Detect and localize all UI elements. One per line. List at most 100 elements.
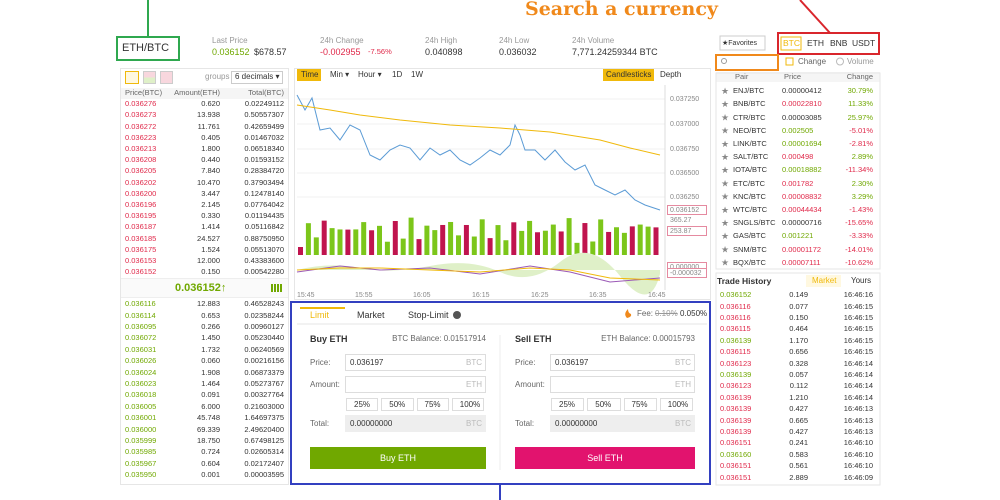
order-amount: 12.883 xyxy=(197,299,220,309)
volume-bar xyxy=(369,230,375,255)
percent-button[interactable] xyxy=(381,398,414,411)
field-label: Total: xyxy=(310,419,330,428)
percent-button[interactable] xyxy=(416,398,449,411)
percent-label[interactable]: 75% xyxy=(424,400,441,409)
help-icon xyxy=(453,311,461,319)
volume-bar xyxy=(629,226,635,255)
percent-button[interactable] xyxy=(587,398,621,411)
trade-amount: 0.427 xyxy=(789,427,808,437)
order-amount: 18.750 xyxy=(197,436,220,446)
submit-button[interactable] xyxy=(310,447,486,469)
chart-mode[interactable]: Depth xyxy=(660,70,682,79)
favorites-tab[interactable]: ★Favorites xyxy=(722,39,758,47)
decimals-box[interactable] xyxy=(231,71,283,84)
submit-label[interactable]: Buy ETH xyxy=(379,452,416,463)
chart-panel xyxy=(294,68,711,300)
chart-grid xyxy=(297,98,665,198)
volume-bar xyxy=(416,239,422,255)
volume-bar xyxy=(471,236,477,255)
percent-button[interactable] xyxy=(551,398,585,411)
sort-option[interactable]: Volume xyxy=(847,57,874,66)
percent-label[interactable]: 50% xyxy=(389,400,406,409)
order-price: 0.036072 xyxy=(125,333,157,343)
input-box[interactable] xyxy=(345,354,486,371)
percent-label[interactable]: 25% xyxy=(354,400,371,409)
star-icon[interactable]: ★ xyxy=(721,152,729,162)
star-icon[interactable]: ★ xyxy=(721,244,729,254)
submit-button[interactable] xyxy=(515,447,695,469)
order-price: 0.036000 xyxy=(125,424,157,434)
sort-option[interactable]: Change xyxy=(798,57,827,66)
quote-tab[interactable]: ETH xyxy=(807,37,824,48)
axis-label: 253.87 xyxy=(670,227,692,235)
input-box[interactable] xyxy=(550,354,695,371)
interval-tab[interactable]: 1D xyxy=(392,70,403,79)
trade-amount: 0.665 xyxy=(789,415,808,425)
star-icon[interactable]: ★ xyxy=(721,231,729,241)
order-amount: 2.145 xyxy=(201,200,220,210)
percent-label[interactable]: 100% xyxy=(667,400,689,409)
pair-name: ETH/BTC xyxy=(122,41,170,54)
pair-name: GAS/BTC xyxy=(733,231,766,241)
submit-label[interactable]: Sell ETH xyxy=(587,452,623,463)
star-icon[interactable]: ★ xyxy=(721,258,729,268)
star-icon[interactable]: ★ xyxy=(721,86,729,96)
balance: ETH Balance: 0.00015793 xyxy=(601,334,695,343)
ob-icon xyxy=(125,71,139,84)
percent-label[interactable]: 25% xyxy=(559,400,576,409)
percent-label[interactable]: 50% xyxy=(595,400,612,409)
percent-button[interactable] xyxy=(346,398,379,411)
order-tab[interactable]: Market xyxy=(357,309,385,320)
radio[interactable] xyxy=(836,57,844,66)
order-total: 0.00003595 xyxy=(244,470,284,480)
star-icon[interactable]: ★ xyxy=(721,99,729,109)
pair-name: KNC/BTC xyxy=(733,191,766,201)
stat-label: 24h Low xyxy=(499,36,530,45)
interval-tab[interactable]: Time xyxy=(301,70,319,79)
percent-button[interactable] xyxy=(623,398,657,411)
search-icon xyxy=(721,58,727,64)
star-icon[interactable]: ★ xyxy=(721,192,729,202)
checkbox[interactable] xyxy=(785,57,794,66)
percent-button[interactable] xyxy=(451,398,484,411)
pair-change: 2.30% xyxy=(851,178,873,188)
order-tab[interactable]: Limit xyxy=(310,309,330,320)
volume-bar xyxy=(519,230,525,255)
decimals-select[interactable]: 6 decimals ▾ xyxy=(235,72,280,81)
volume-bar xyxy=(400,238,406,255)
percent-label[interactable]: 75% xyxy=(631,400,648,409)
quote-tab[interactable]: USDT xyxy=(852,37,876,48)
order-total: 0.00327764 xyxy=(244,390,284,400)
stat-value: 0.036032 xyxy=(499,46,537,57)
order-price: 0.036152 xyxy=(125,267,157,277)
star-icon[interactable]: ★ xyxy=(721,126,729,136)
chart-mode[interactable]: Candlesticks xyxy=(606,70,652,79)
price-line xyxy=(296,94,661,211)
interval-tab[interactable]: 1W xyxy=(411,70,423,79)
order-total: 2.49620400 xyxy=(244,424,284,434)
percent-button[interactable] xyxy=(659,398,693,411)
order-amount: 0.091 xyxy=(201,390,220,400)
quote-tab[interactable]: BTC xyxy=(783,37,800,48)
star-icon[interactable]: ★ xyxy=(721,178,729,188)
interval-tab[interactable]: Hour ▾ xyxy=(358,70,382,79)
macd-area xyxy=(297,252,660,295)
star-icon[interactable]: ★ xyxy=(721,205,729,215)
star-icon[interactable]: ★ xyxy=(721,112,729,122)
input-box[interactable] xyxy=(550,376,695,393)
star-icon[interactable]: ★ xyxy=(721,218,729,228)
star-icon[interactable]: ★ xyxy=(721,165,729,175)
volume-bar xyxy=(574,242,580,255)
volume-bar xyxy=(621,232,627,255)
order-amount: 1.908 xyxy=(201,367,220,377)
quote-tab[interactable]: BNB xyxy=(830,37,848,48)
pair-price: 0.00018882 xyxy=(782,165,822,175)
order-tab[interactable]: Stop-Limit xyxy=(408,309,449,320)
interval-tab[interactable]: Min ▾ xyxy=(330,70,350,79)
star-icon[interactable]: ★ xyxy=(721,139,729,149)
input-box[interactable] xyxy=(345,376,486,393)
trade-tab[interactable]: Market xyxy=(812,276,837,285)
percent-label[interactable]: 100% xyxy=(459,400,481,409)
trade-time: 16:46:15 xyxy=(843,324,873,334)
trade-tab[interactable]: Yours xyxy=(851,276,872,285)
